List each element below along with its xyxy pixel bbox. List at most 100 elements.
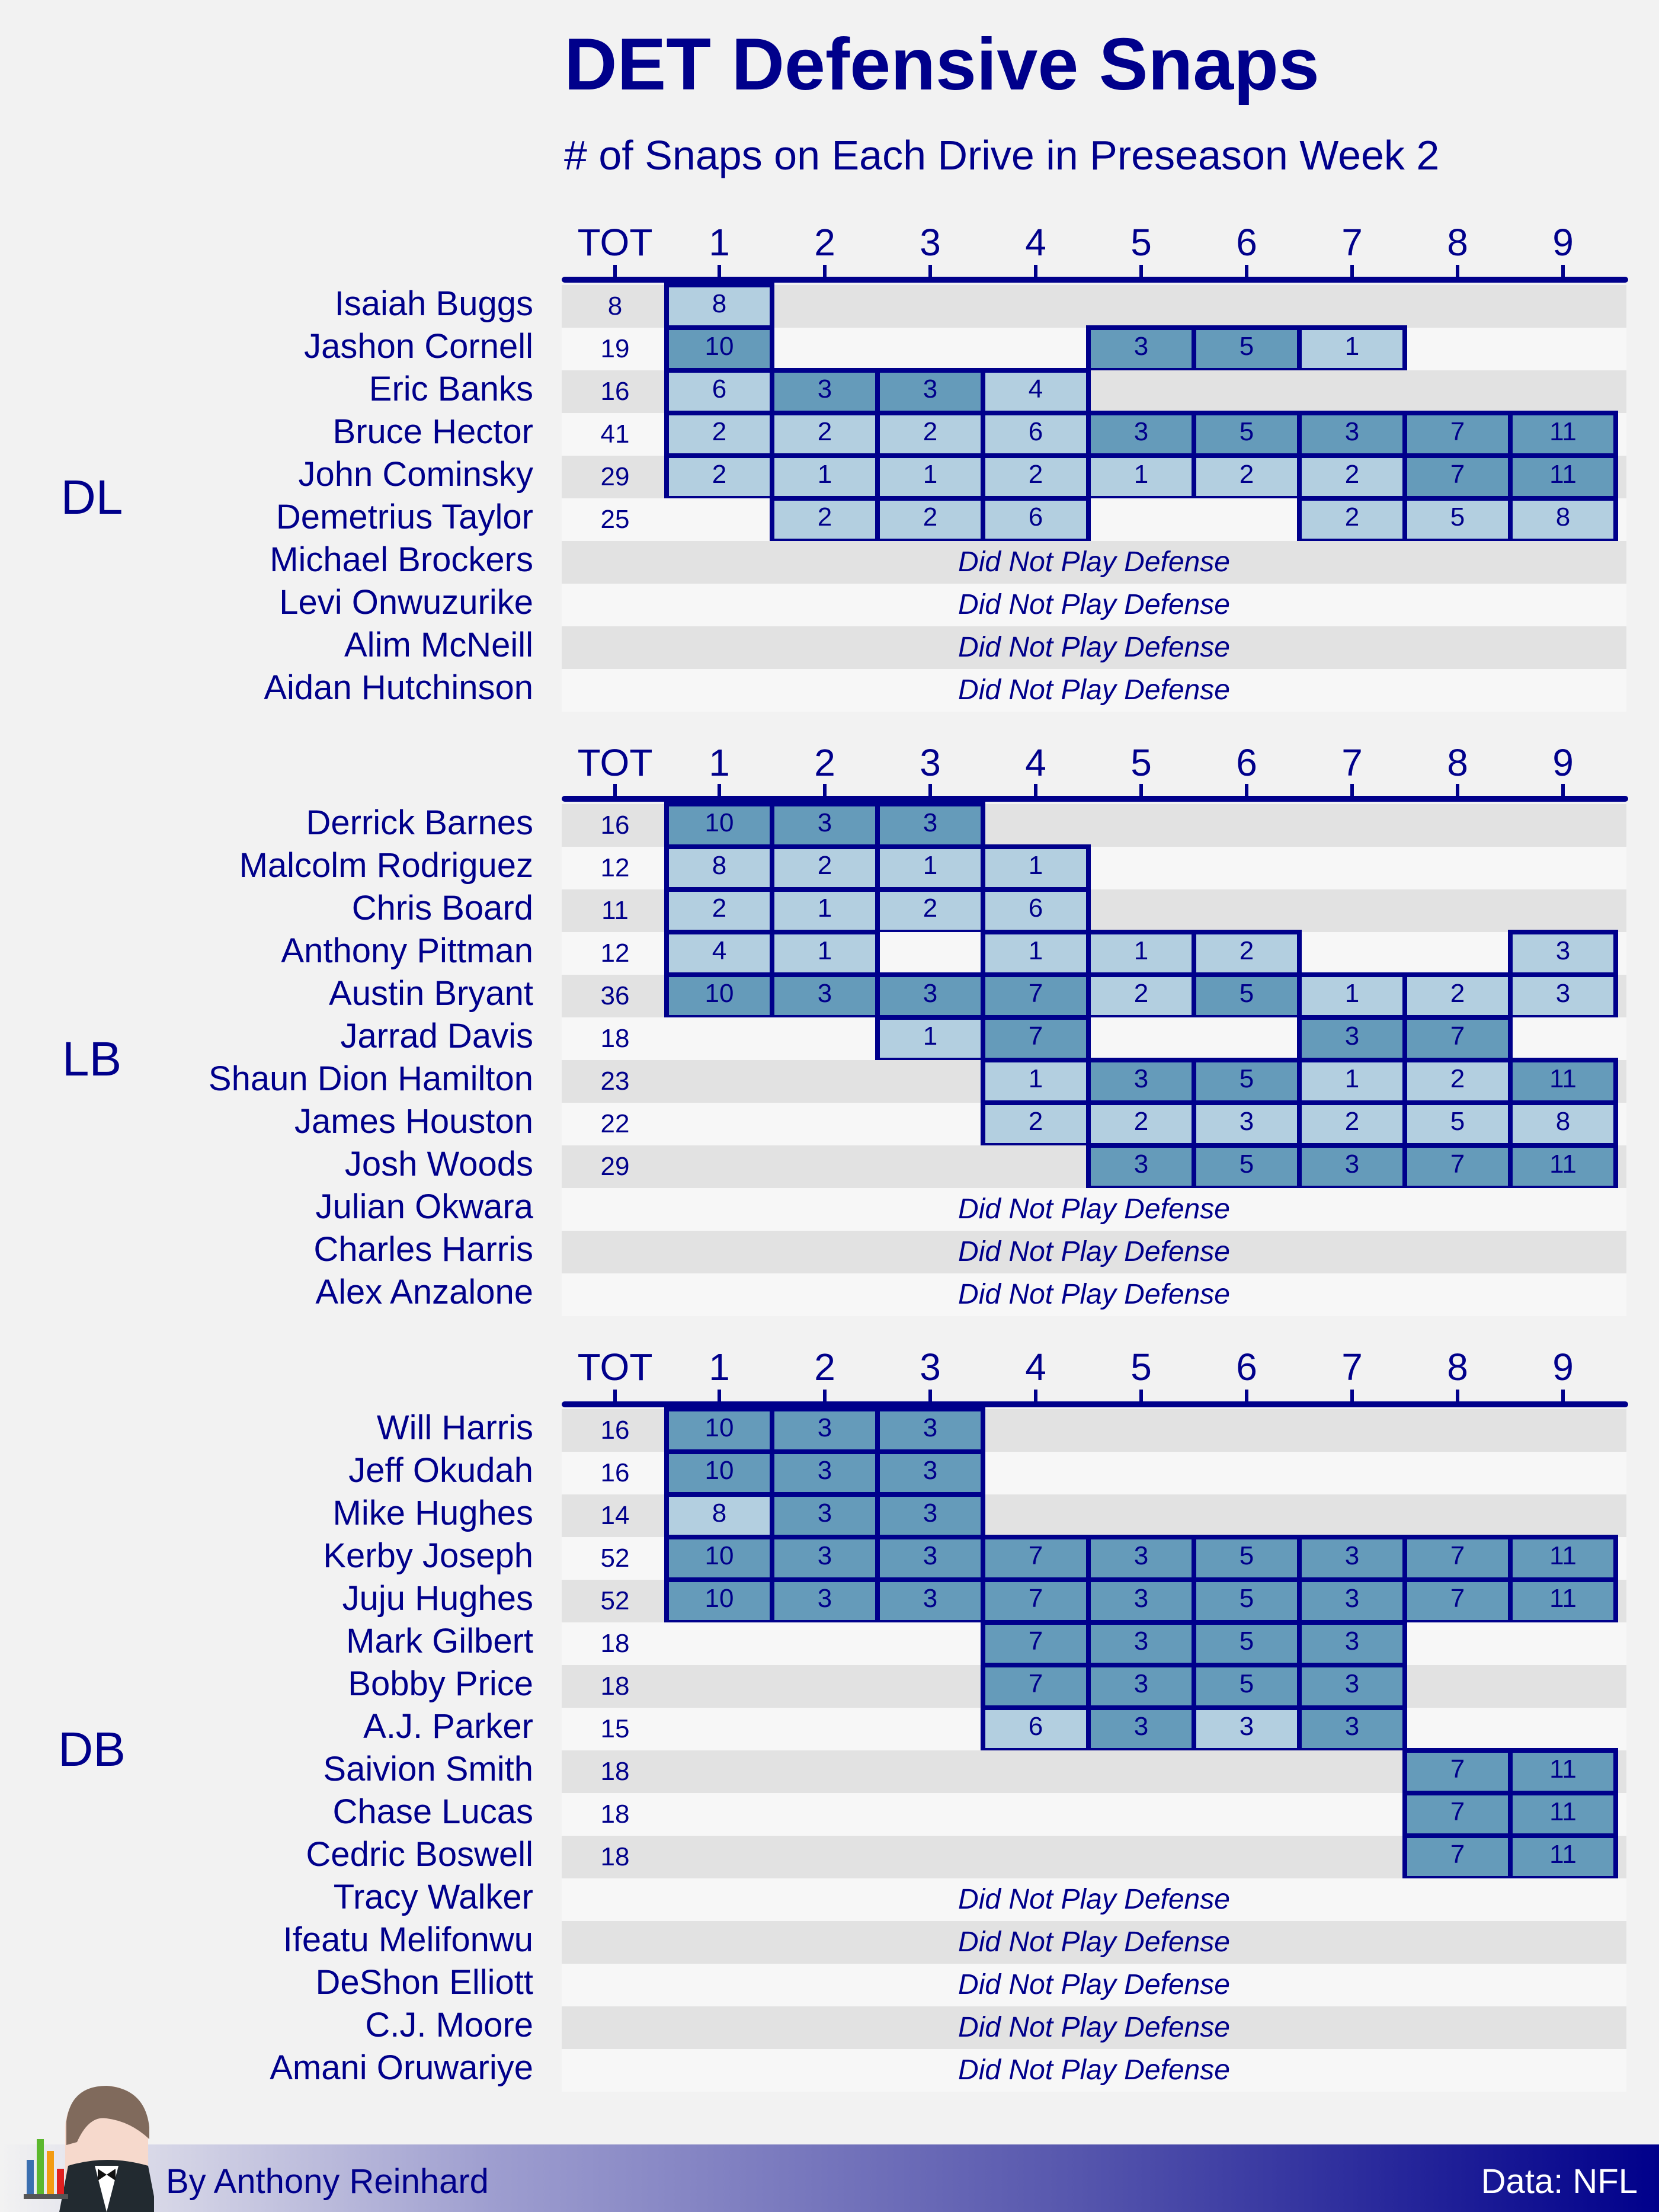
- snap-cell: 1: [875, 844, 985, 892]
- snap-cell-full-drive: 3: [1086, 1058, 1196, 1105]
- snap-cell: 1: [1086, 930, 1196, 977]
- axis-tick: [1456, 1390, 1459, 1405]
- snap-cell-full-drive: 11: [1508, 1791, 1618, 1838]
- player-name: Bobby Price: [348, 1664, 533, 1703]
- column-header: 8: [1447, 1346, 1468, 1388]
- column-header: 9: [1552, 221, 1574, 264]
- snap-cell-full-drive: 3: [1086, 1705, 1196, 1753]
- total-snaps: 11: [601, 896, 629, 925]
- snap-cell-full-drive: 3: [770, 1492, 880, 1539]
- player-name: Demetrius Taylor: [276, 498, 533, 536]
- snap-cell: 2: [664, 453, 774, 501]
- table-row: [562, 2049, 1626, 2092]
- total-snaps: 18: [600, 1024, 630, 1053]
- snap-cell-full-drive: 3: [1086, 1663, 1196, 1710]
- total-snaps: 14: [600, 1501, 630, 1530]
- snap-cell-full-drive: 3: [770, 802, 880, 849]
- snap-cell: 8: [1508, 496, 1618, 543]
- column-header: 4: [1025, 741, 1046, 784]
- axis-tick: [1245, 1390, 1248, 1405]
- column-header: 4: [1025, 221, 1046, 264]
- snap-cell-full-drive: 3: [875, 972, 985, 1020]
- axis-tick: [1034, 265, 1037, 280]
- column-header: 7: [1341, 221, 1363, 264]
- axis-tick: [928, 1390, 932, 1405]
- column-header: 4: [1025, 1346, 1046, 1388]
- axis-tick: [1034, 1390, 1037, 1405]
- column-header: 1: [709, 1346, 730, 1388]
- table-row: [562, 541, 1626, 584]
- total-snaps: 18: [600, 1757, 630, 1786]
- player-name: Aidan Hutchinson: [264, 668, 533, 707]
- player-name: Anthony Pittman: [281, 931, 533, 970]
- did-not-play-label: Did Not Play Defense: [958, 1884, 1230, 1915]
- axis-tick: [1245, 265, 1248, 280]
- axis-tick: [1139, 265, 1143, 280]
- snap-cell-full-drive: 7: [981, 1620, 1091, 1667]
- snap-cell: 2: [875, 496, 985, 543]
- axis-tick: [1561, 1390, 1565, 1405]
- snap-cell-full-drive: 3: [1297, 1577, 1407, 1625]
- column-header: 1: [709, 221, 730, 264]
- total-snaps: 12: [600, 853, 630, 882]
- snap-cell: 2: [1402, 1058, 1513, 1105]
- did-not-play-label: Did Not Play Defense: [958, 589, 1230, 620]
- snap-cell-full-drive: 10: [664, 325, 774, 373]
- snap-cell: 1: [1297, 1058, 1407, 1105]
- snap-cell-full-drive: 11: [1508, 1143, 1618, 1190]
- player-name: Charles Harris: [313, 1230, 533, 1269]
- snap-cell-full-drive: 7: [1402, 1535, 1513, 1582]
- axis-tick: [1561, 265, 1565, 280]
- snap-cell-full-drive: 3: [770, 1407, 880, 1454]
- player-name: Mark Gilbert: [346, 1622, 533, 1660]
- snap-cell-full-drive: 11: [1508, 1535, 1618, 1582]
- did-not-play-label: Did Not Play Defense: [958, 1236, 1230, 1267]
- total-snaps: 29: [600, 462, 630, 491]
- snap-cell-full-drive: 7: [1402, 1748, 1513, 1795]
- snap-cell: 2: [664, 887, 774, 934]
- position-label: LB: [62, 1032, 122, 1086]
- player-name: Josh Woods: [344, 1145, 533, 1183]
- position-label: DL: [60, 470, 123, 524]
- snap-cell: 2: [664, 411, 774, 458]
- axis-tick: [928, 784, 932, 799]
- table-row: [562, 1878, 1626, 1921]
- player-name: James Houston: [294, 1102, 533, 1141]
- total-snaps: 19: [600, 334, 630, 363]
- snap-cell-full-drive: 3: [1297, 1143, 1407, 1190]
- player-name: Saivion Smith: [323, 1750, 533, 1788]
- snap-cell-full-drive: 3: [1086, 1535, 1196, 1582]
- axis-line: [562, 796, 1628, 802]
- column-header: 6: [1236, 221, 1257, 264]
- snap-cell-full-drive: 7: [1402, 1791, 1513, 1838]
- total-snaps: 41: [600, 420, 630, 449]
- axis-tick: [1245, 784, 1248, 799]
- did-not-play-label: Did Not Play Defense: [958, 1279, 1230, 1310]
- snap-cell-full-drive: 3: [1086, 1143, 1196, 1190]
- snap-cell: 1: [770, 453, 880, 501]
- column-header: 5: [1130, 1346, 1152, 1388]
- snap-cell: 2: [1402, 972, 1513, 1020]
- axis-tick: [1139, 1390, 1143, 1405]
- player-name: Eric Banks: [369, 370, 533, 408]
- player-name: Jashon Cornell: [304, 327, 533, 366]
- snap-cell: 8: [1508, 1100, 1618, 1148]
- axis-tick: [823, 784, 827, 799]
- total-snaps: 16: [600, 377, 630, 406]
- player-name: Alex Anzalone: [315, 1273, 533, 1311]
- snap-cell-full-drive: 3: [1086, 411, 1196, 458]
- snap-cell-full-drive: 11: [1508, 1833, 1618, 1881]
- column-header: 6: [1236, 1346, 1257, 1388]
- snap-cell-full-drive: 3: [1297, 1620, 1407, 1667]
- snap-cell-full-drive: 3: [875, 1577, 985, 1625]
- axis-tick: [1350, 784, 1354, 799]
- column-header: 5: [1130, 221, 1152, 264]
- snap-cell-full-drive: 5: [1192, 1620, 1302, 1667]
- snap-cell-full-drive: 3: [1086, 325, 1196, 373]
- axis-tick: [718, 1390, 721, 1405]
- player-name: Kerby Joseph: [323, 1536, 533, 1575]
- snap-cell: 5: [1402, 496, 1513, 543]
- snap-cell-full-drive: 5: [1192, 1577, 1302, 1625]
- snap-cell: 3: [1192, 1705, 1302, 1753]
- column-header: 3: [920, 741, 941, 784]
